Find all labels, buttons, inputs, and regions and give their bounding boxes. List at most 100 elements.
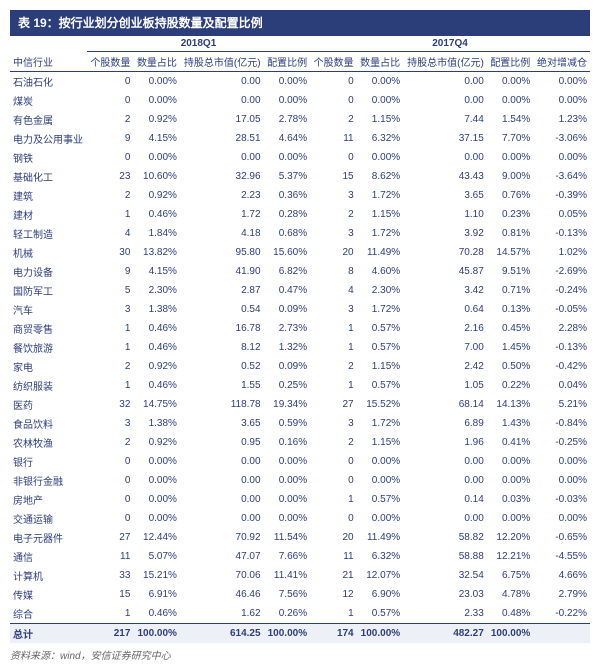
cell-c1: 0 (87, 509, 134, 528)
cell-m1: 32.96 (180, 167, 264, 186)
row-label: 电子元器件 (10, 528, 87, 547)
cell-m2: 0.00 (403, 452, 487, 471)
cell-a2: 0.00% (487, 471, 534, 490)
cell-m1: 0.00 (180, 509, 264, 528)
cell-c2: 15 (310, 167, 357, 186)
cell-c2: 0 (310, 148, 357, 167)
cell-m2: 32.54 (403, 566, 487, 585)
cell-c2: 0 (310, 471, 357, 490)
cell-a1: 2.78% (264, 110, 311, 129)
cell-c1: 27 (87, 528, 134, 547)
cell-m1: 0.00 (180, 452, 264, 471)
cell-m1: 1.72 (180, 205, 264, 224)
total-a2: 100.00% (487, 624, 534, 644)
cell-a1: 0.09% (264, 300, 311, 319)
row-label: 有色金属 (10, 110, 87, 129)
cell-a2: 0.00% (487, 509, 534, 528)
col-alloc2: 配置比例 (487, 52, 534, 72)
cell-c2: 0 (310, 452, 357, 471)
cell-p2: 6.32% (357, 129, 404, 148)
cell-p1: 0.92% (133, 357, 180, 376)
cell-a1: 0.16% (264, 433, 311, 452)
cell-c1: 0 (87, 91, 134, 110)
cell-p2: 0.00% (357, 452, 404, 471)
cell-p2: 0.00% (357, 72, 404, 92)
cell-a1: 5.37% (264, 167, 311, 186)
row-label: 计算机 (10, 566, 87, 585)
cell-m2: 0.00 (403, 72, 487, 92)
cell-c2: 0 (310, 72, 357, 92)
cell-p1: 10.60% (133, 167, 180, 186)
cell-p1: 0.00% (133, 471, 180, 490)
cell-p1: 5.07% (133, 547, 180, 566)
row-label: 国防军工 (10, 281, 87, 300)
table-row: 银行00.00%0.000.00%00.00%0.000.00%0.00% (10, 452, 590, 471)
table-row: 基础化工2310.60%32.965.37%158.62%43.439.00%-… (10, 167, 590, 186)
table-row: 钢铁00.00%0.000.00%00.00%0.000.00%0.00% (10, 148, 590, 167)
cell-m2: 0.00 (403, 148, 487, 167)
cell-d: 0.00% (533, 91, 590, 110)
table-row: 餐饮旅游10.46%8.121.32%10.57%7.001.45%-0.13% (10, 338, 590, 357)
cell-a1: 11.54% (264, 528, 311, 547)
cell-d: 0.00% (533, 148, 590, 167)
cell-a2: 0.81% (487, 224, 534, 243)
cell-p1: 0.00% (133, 148, 180, 167)
cell-m2: 1.96 (403, 433, 487, 452)
cell-m2: 58.88 (403, 547, 487, 566)
cell-p2: 0.00% (357, 148, 404, 167)
cell-a1: 4.64% (264, 129, 311, 148)
cell-c2: 1 (310, 604, 357, 624)
cell-a1: 0.00% (264, 91, 311, 110)
cell-d: -0.13% (533, 338, 590, 357)
cell-a1: 0.47% (264, 281, 311, 300)
cell-p2: 4.60% (357, 262, 404, 281)
row-label: 机械 (10, 243, 87, 262)
cell-a2: 0.45% (487, 319, 534, 338)
cell-a1: 0.09% (264, 357, 311, 376)
cell-c1: 4 (87, 224, 134, 243)
cell-c1: 0 (87, 72, 134, 92)
cell-m1: 8.12 (180, 338, 264, 357)
cell-m2: 2.42 (403, 357, 487, 376)
cell-m1: 2.23 (180, 186, 264, 205)
cell-c2: 20 (310, 528, 357, 547)
cell-c1: 2 (87, 110, 134, 129)
cell-p1: 0.46% (133, 319, 180, 338)
cell-c2: 2 (310, 357, 357, 376)
table-row: 机械3013.82%95.8015.60%2011.49%70.2814.57%… (10, 243, 590, 262)
cell-d: -4.55% (533, 547, 590, 566)
cell-c1: 0 (87, 471, 134, 490)
cell-d: -0.05% (533, 300, 590, 319)
table-row: 电子元器件2712.44%70.9211.54%2011.49%58.8212.… (10, 528, 590, 547)
table-row: 交通运输00.00%0.000.00%00.00%0.000.00%0.00% (10, 509, 590, 528)
cell-p2: 0.00% (357, 509, 404, 528)
col-alloc1: 配置比例 (264, 52, 311, 72)
cell-m1: 70.06 (180, 566, 264, 585)
cell-p1: 0.46% (133, 338, 180, 357)
cell-c1: 2 (87, 433, 134, 452)
cell-a2: 0.13% (487, 300, 534, 319)
period2-header: 2017Q4 (310, 36, 590, 52)
cell-p2: 0.00% (357, 91, 404, 110)
cell-d: 4.66% (533, 566, 590, 585)
table-row: 非银行金融00.00%0.000.00%00.00%0.000.00%0.00% (10, 471, 590, 490)
cell-a1: 0.00% (264, 509, 311, 528)
cell-a2: 0.48% (487, 604, 534, 624)
cell-p2: 1.72% (357, 414, 404, 433)
table-row: 房地产00.00%0.000.00%10.57%0.140.03%-0.03% (10, 490, 590, 509)
cell-c1: 1 (87, 205, 134, 224)
cell-a2: 0.50% (487, 357, 534, 376)
cell-p2: 0.00% (357, 471, 404, 490)
cell-m1: 0.00 (180, 471, 264, 490)
cell-a2: 1.43% (487, 414, 534, 433)
cell-p1: 13.82% (133, 243, 180, 262)
row-label: 交通运输 (10, 509, 87, 528)
cell-c1: 11 (87, 547, 134, 566)
cell-m1: 0.00 (180, 148, 264, 167)
cell-m1: 47.07 (180, 547, 264, 566)
cell-c1: 33 (87, 566, 134, 585)
cell-p2: 1.72% (357, 224, 404, 243)
cell-c1: 9 (87, 129, 134, 148)
cell-c1: 5 (87, 281, 134, 300)
row-label: 传媒 (10, 585, 87, 604)
